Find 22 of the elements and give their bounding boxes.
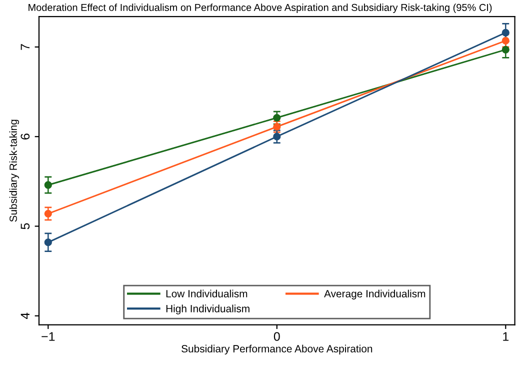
x-tick-label: −1 bbox=[42, 332, 55, 341]
point bbox=[273, 132, 281, 140]
y-tick-label: 7 bbox=[20, 44, 30, 50]
point bbox=[502, 46, 510, 54]
legend-label: Low Individualism bbox=[166, 290, 248, 298]
y-axis-title: Subsidiary Risk-taking bbox=[9, 120, 20, 222]
point bbox=[273, 122, 281, 131]
point bbox=[44, 210, 52, 218]
legend-label: Average Individualism bbox=[324, 290, 426, 300]
point bbox=[502, 36, 510, 45]
chart-title: Moderation Effect of Individualism on Performance Above Aspiration and Subsidiary Risk-taking (95% CI) bbox=[28, 4, 492, 13]
legend-label: High Individualism bbox=[166, 304, 250, 314]
y-tick-label: 6 bbox=[20, 134, 30, 140]
y-tick-label: 4 bbox=[20, 312, 30, 320]
x-axis-title: Subsidiary Performance Above Aspiration bbox=[182, 344, 372, 354]
point bbox=[502, 28, 510, 36]
point bbox=[44, 181, 52, 189]
x-tick-label: 0 bbox=[274, 332, 280, 341]
point bbox=[273, 114, 281, 122]
y-tick-label: 5 bbox=[20, 223, 30, 230]
point bbox=[44, 238, 52, 246]
x-tick-label: 1 bbox=[503, 332, 509, 341]
